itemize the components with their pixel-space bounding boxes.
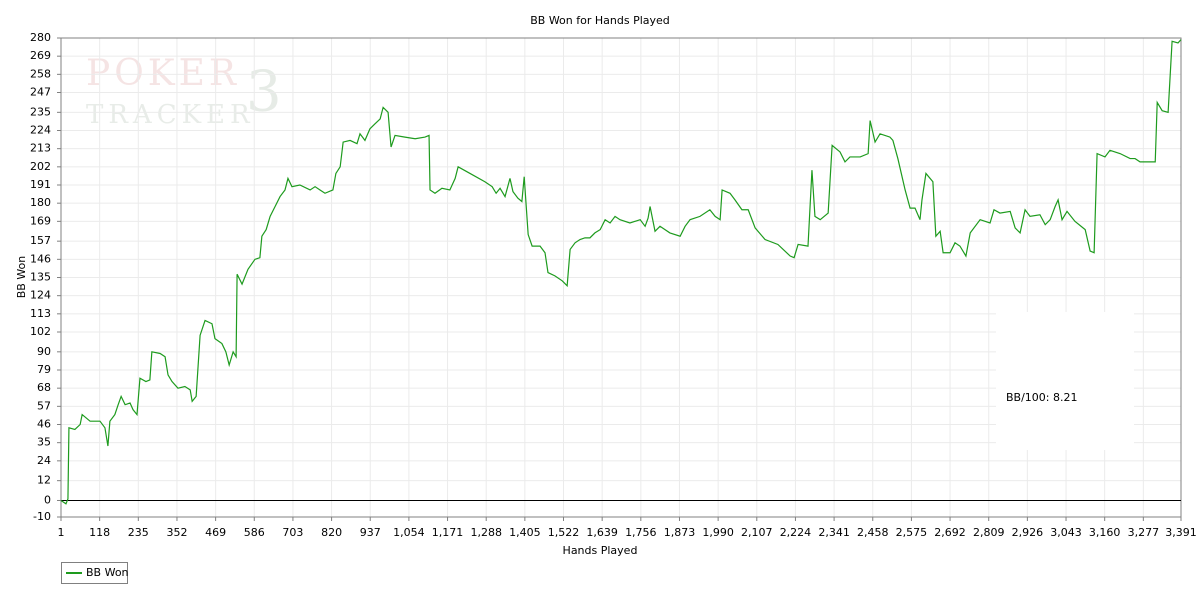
x-tick-label: 469 <box>205 526 226 539</box>
x-tick-label: 1,522 <box>548 526 580 539</box>
y-tick-label: 57 <box>37 399 51 412</box>
y-tick-label: 235 <box>30 105 51 118</box>
x-tick-label: 820 <box>321 526 342 539</box>
y-tick-label: 169 <box>30 214 51 227</box>
y-tick-label: 102 <box>30 325 51 338</box>
x-tick-label: 118 <box>89 526 110 539</box>
x-tick-label: 352 <box>166 526 187 539</box>
y-tick-label: 224 <box>30 123 51 136</box>
y-tick-label: 79 <box>37 363 51 376</box>
x-tick-label: 703 <box>282 526 303 539</box>
plot-border <box>60 37 1182 518</box>
data-line <box>60 39 1182 505</box>
legend-label: BB Won <box>86 566 129 579</box>
x-tick-label: 2,107 <box>741 526 773 539</box>
x-tick-label: 2,575 <box>896 526 928 539</box>
x-tick-label: 2,692 <box>934 526 966 539</box>
x-tick-label: 586 <box>244 526 265 539</box>
y-tick-label: 35 <box>37 436 51 449</box>
y-axis-label: BB Won <box>15 256 28 299</box>
x-tick-label: 3,277 <box>1128 526 1160 539</box>
y-tick-label: 213 <box>30 142 51 155</box>
x-tick-label: 3,160 <box>1089 526 1121 539</box>
y-tick-label: 0 <box>44 493 51 506</box>
x-tick-label: 2,458 <box>857 526 889 539</box>
y-tick-label: 24 <box>37 454 51 467</box>
watermark: 3 <box>246 60 282 125</box>
y-tick-label: 113 <box>30 307 51 320</box>
chart-title: BB Won for Hands Played <box>530 14 670 27</box>
y-tick-label: 12 <box>37 474 51 487</box>
x-tick-label: 2,341 <box>818 526 850 539</box>
x-tick-label: 1,171 <box>432 526 464 539</box>
x-tick-label: 3,043 <box>1050 526 1082 539</box>
y-tick-label: 180 <box>30 196 51 209</box>
annotation-box <box>996 312 1134 450</box>
annotation: BB/100: 8.21 <box>1006 391 1078 404</box>
y-tick-label: -10 <box>33 510 51 523</box>
x-tick-label: 937 <box>360 526 381 539</box>
y-tick-label: 280 <box>30 31 51 44</box>
y-tick-label: 68 <box>37 381 51 394</box>
y-tick-label: 191 <box>30 178 51 191</box>
y-tick-label: 258 <box>30 67 51 80</box>
x-tick-label: 1 <box>58 526 65 539</box>
watermark: TRACKER <box>86 100 255 130</box>
y-tick-label: 269 <box>30 49 51 62</box>
y-tick-label: 146 <box>30 252 51 265</box>
y-tick-label: 46 <box>37 418 51 431</box>
y-tick-label: 124 <box>30 289 51 302</box>
x-tick-label: 1,873 <box>664 526 696 539</box>
legend-box <box>61 562 128 584</box>
x-tick-label: 2,809 <box>973 526 1005 539</box>
x-tick-label: 235 <box>128 526 149 539</box>
x-tick-label: 2,224 <box>780 526 812 539</box>
y-tick-label: 135 <box>30 271 51 284</box>
x-tick-label: 1,054 <box>393 526 425 539</box>
y-tick-label: 157 <box>30 234 51 247</box>
x-tick-label: 1,405 <box>509 526 541 539</box>
y-tick-label: 90 <box>37 345 51 358</box>
x-axis-label: Hands Played <box>563 544 638 557</box>
x-tick-label: 1,288 <box>470 526 502 539</box>
watermark: POKER <box>86 53 240 94</box>
x-tick-label: 1,756 <box>625 526 657 539</box>
y-tick-label: 247 <box>30 86 51 99</box>
x-tick-label: 3,391 <box>1165 526 1197 539</box>
x-tick-label: 1,639 <box>586 526 618 539</box>
x-tick-label: 1,990 <box>702 526 734 539</box>
x-tick-label: 2,926 <box>1012 526 1044 539</box>
y-tick-label: 202 <box>30 160 51 173</box>
